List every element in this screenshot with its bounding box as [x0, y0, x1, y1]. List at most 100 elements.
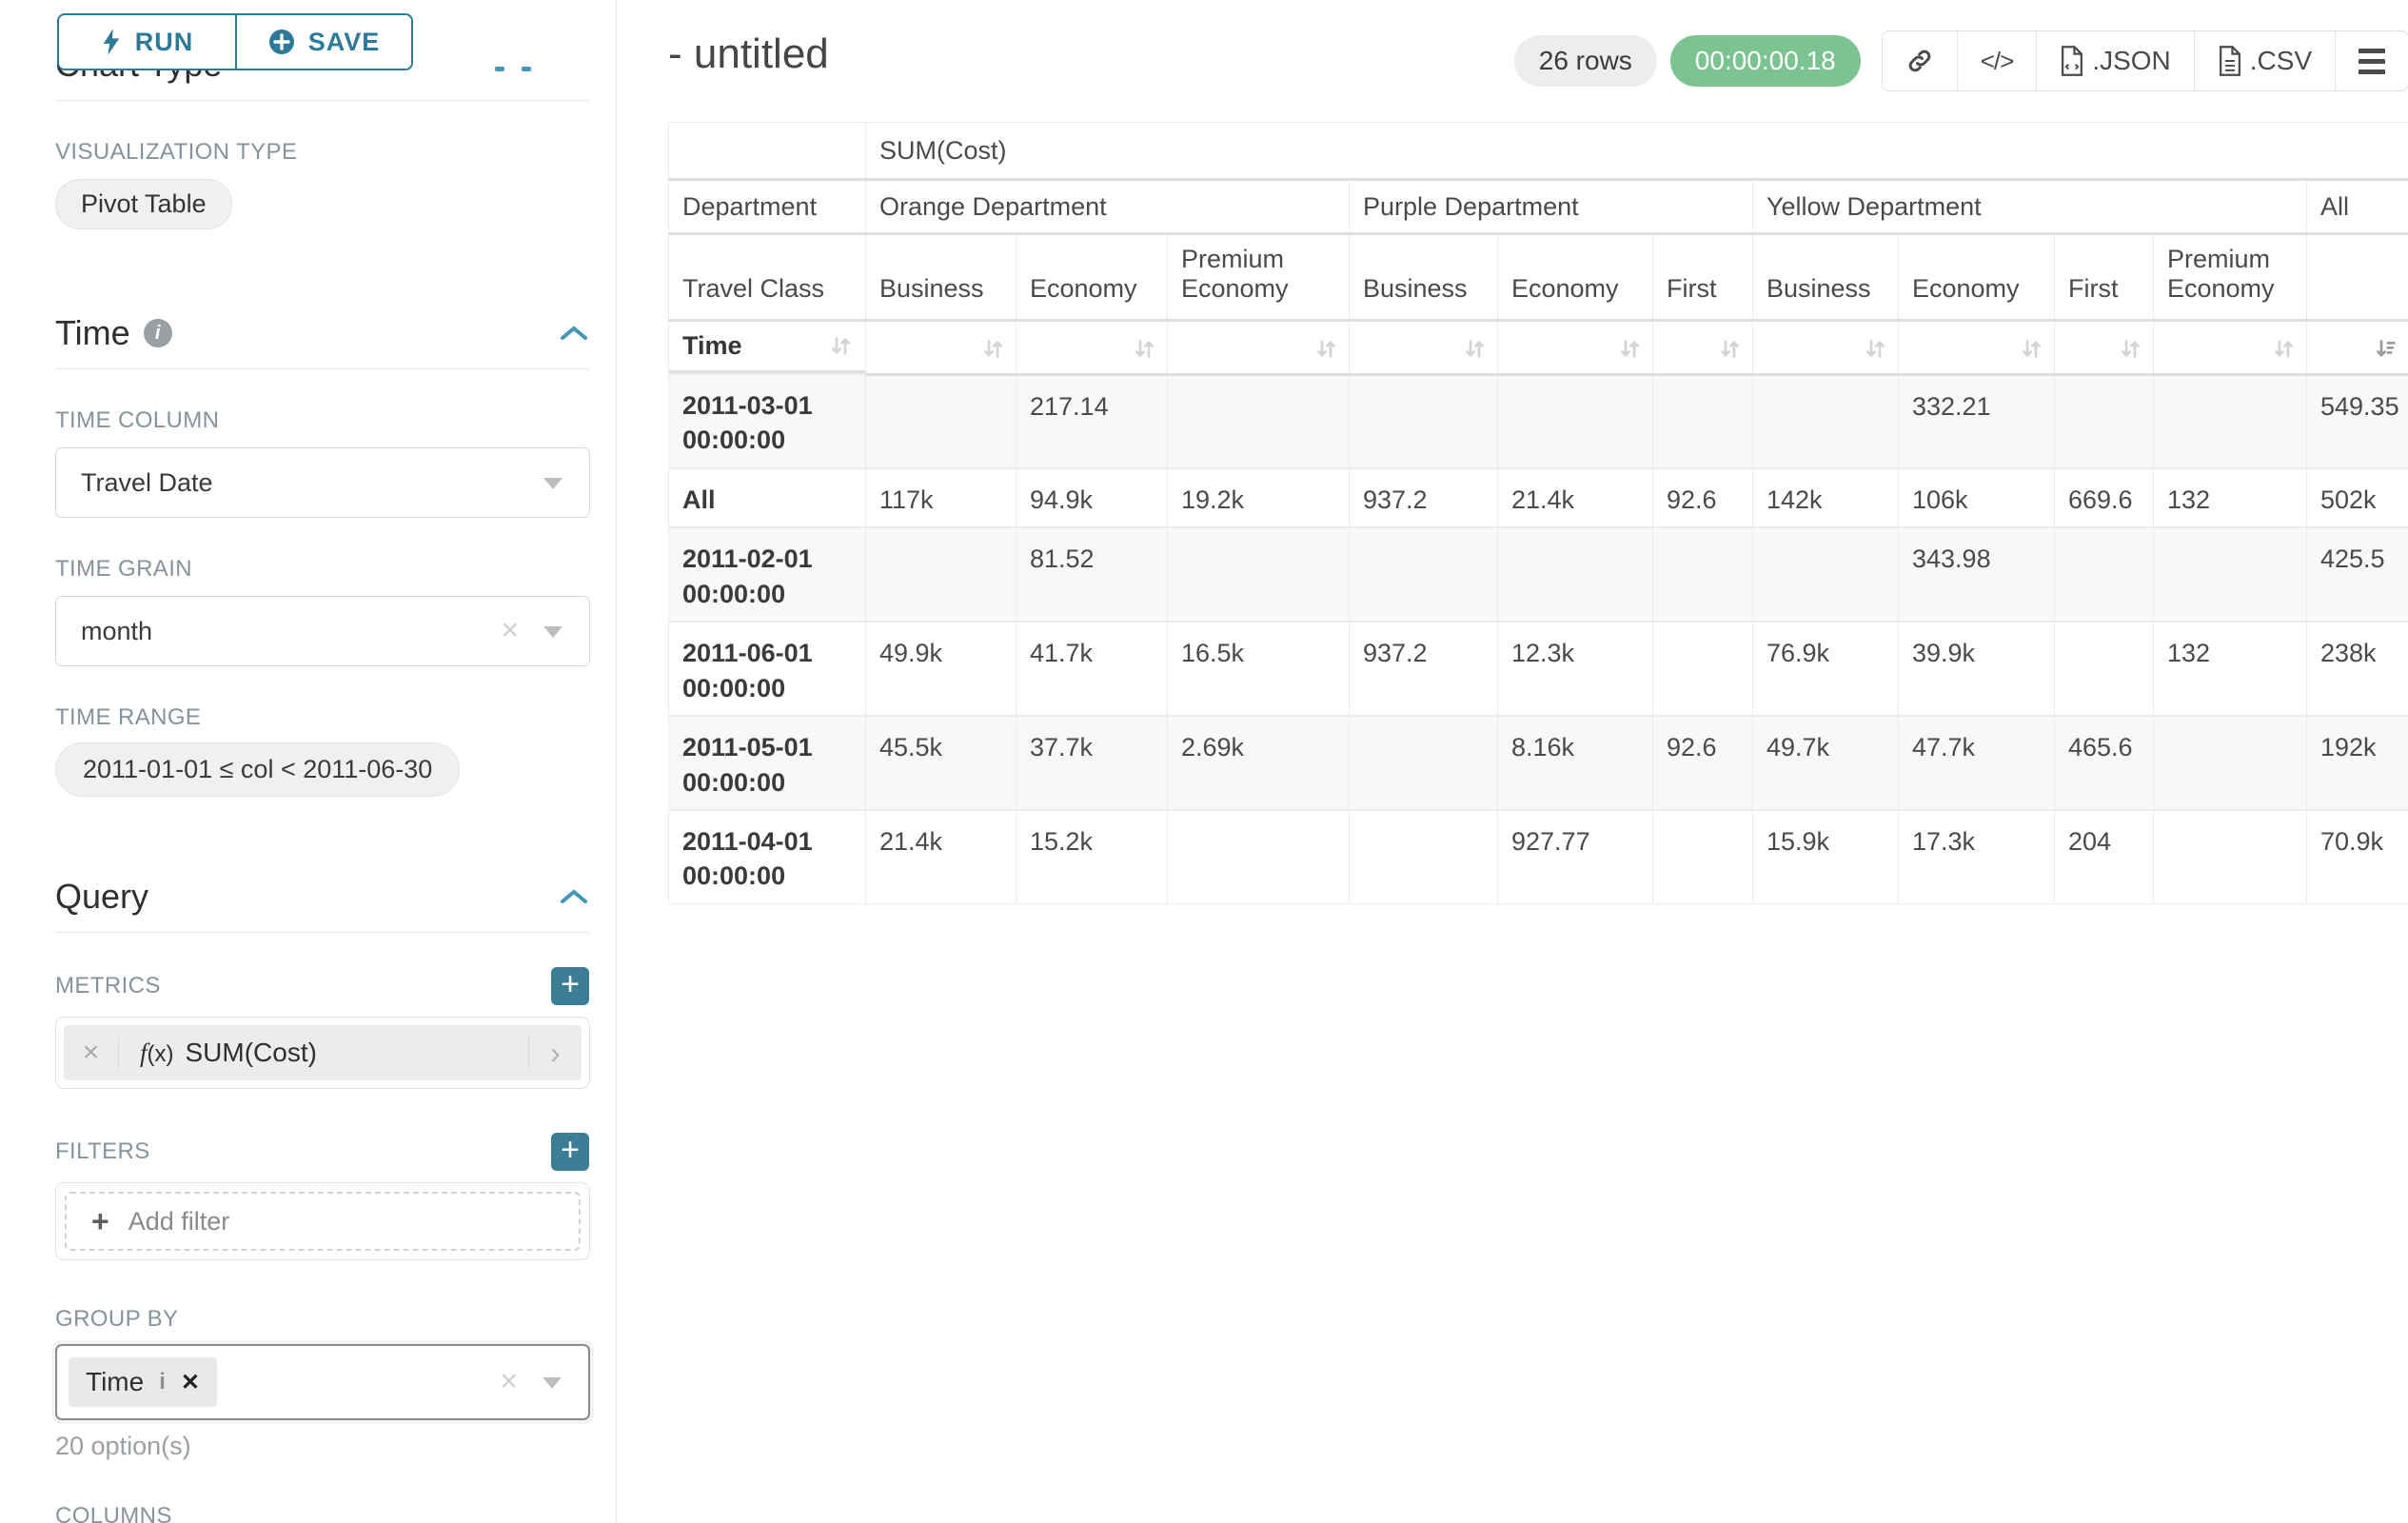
department-group-header: All	[2305, 179, 2408, 235]
remove-chip-icon[interactable]: ✕	[180, 1369, 200, 1395]
pivot-value-cell: 21.4k	[1497, 466, 1653, 528]
sort-icon[interactable]	[1313, 336, 1339, 362]
chart-header-actions: 26 rows 00:00:00.18 </> .JSON .	[1513, 30, 2408, 91]
time-sort-header[interactable]: Time	[669, 322, 865, 373]
sort-icon[interactable]	[2118, 336, 2143, 362]
metric-chip-label: SUM(Cost)	[185, 1038, 317, 1067]
pivot-value-cell: 45.5k	[865, 715, 1016, 810]
export-json-button[interactable]: .JSON	[2036, 31, 2194, 90]
column-sort-header[interactable]	[2153, 320, 2307, 376]
query-section-header[interactable]: Query	[55, 877, 589, 917]
pivot-value-cell: 70.9k	[2305, 808, 2408, 904]
sort-icon[interactable]	[1617, 336, 1643, 362]
column-sort-header[interactable]	[1497, 320, 1653, 376]
column-sort-header[interactable]	[1898, 320, 2055, 376]
column-sort-header[interactable]	[2305, 320, 2408, 376]
sort-icon[interactable]	[828, 333, 854, 359]
time-range-pill[interactable]: 2011-01-01 ≤ col < 2011-06-30	[55, 742, 461, 797]
column-sort-header[interactable]	[1652, 320, 1753, 376]
column-sort-header[interactable]	[1167, 320, 1350, 376]
time-grain-value: month	[81, 616, 153, 645]
sort-icon[interactable]	[2271, 336, 2297, 362]
group-by-chip[interactable]: Time i ✕	[69, 1357, 217, 1407]
run-save-button-group: RUN SAVE	[57, 13, 413, 70]
sort-descending-icon[interactable]	[2373, 336, 2398, 362]
view-query-button[interactable]: </>	[1956, 31, 2037, 90]
info-icon: i	[143, 319, 172, 347]
chevron-right-icon[interactable]: ›	[528, 1035, 582, 1071]
pivot-value-cell	[1652, 373, 1753, 468]
column-sort-header[interactable]	[865, 320, 1016, 376]
run-button[interactable]: RUN	[59, 15, 235, 69]
travel-class-header: Premium Economy	[2153, 233, 2307, 322]
column-sort-header[interactable]	[1752, 320, 1899, 376]
pivot-value-cell: 49.7k	[1752, 715, 1899, 810]
column-sort-header[interactable]	[1349, 320, 1498, 376]
travel-class-header: Economy	[1016, 233, 1168, 322]
save-button[interactable]: SAVE	[235, 15, 411, 69]
time-column-label: TIME COLUMN	[55, 407, 220, 433]
add-filter-plus-button[interactable]: +	[551, 1133, 589, 1171]
chart-title[interactable]: - untitled	[668, 30, 829, 77]
share-link-button[interactable]	[1882, 31, 1957, 90]
time-column-select[interactable]: Travel Date	[55, 447, 590, 518]
chevron-up-icon[interactable]	[559, 324, 589, 343]
travel-class-header	[2305, 233, 2408, 322]
pivot-value-cell	[1652, 808, 1753, 904]
pivot-value-cell	[1167, 373, 1350, 468]
sort-icon[interactable]	[1863, 336, 1888, 362]
remove-metric-icon[interactable]: ×	[64, 1037, 119, 1069]
sort-icon[interactable]	[2019, 336, 2044, 362]
sort-icon[interactable]	[1717, 336, 1743, 362]
add-filter-button[interactable]: + Add filter	[65, 1192, 581, 1251]
export-csv-button[interactable]: .CSV	[2193, 31, 2336, 90]
column-sort-header[interactable]	[2054, 320, 2154, 376]
plus-circle-icon	[268, 30, 294, 54]
csv-button-label: .CSV	[2249, 46, 2313, 75]
time-range-label: TIME RANGE	[55, 704, 202, 730]
pivot-value-cell	[865, 526, 1016, 623]
caret-down-icon	[543, 478, 563, 489]
column-sort-header[interactable]	[1016, 320, 1168, 376]
csv-file-icon	[2219, 46, 2240, 76]
pivot-value-cell: 81.52	[1016, 526, 1168, 623]
time-row-label: All	[668, 466, 866, 528]
pivot-value-cell: 192k	[2305, 715, 2408, 810]
group-by-label: GROUP BY	[55, 1306, 179, 1332]
pivot-value-cell	[1167, 526, 1350, 623]
time-row-label: 2011-06-01 00:00:00	[668, 621, 866, 717]
visualization-type-pill[interactable]: Pivot Table	[55, 179, 232, 229]
pivot-value-cell: 2.69k	[1167, 715, 1350, 810]
pivot-value-cell	[1752, 526, 1899, 623]
pivot-value-cell: 937.2	[1349, 621, 1498, 717]
export-toolbar: </> .JSON .CSV	[1881, 30, 2408, 91]
clear-icon[interactable]: ×	[501, 612, 519, 647]
sort-icon[interactable]	[1462, 336, 1488, 362]
pivot-value-cell: 465.6	[2054, 715, 2154, 810]
filters-label: FILTERS	[55, 1138, 150, 1164]
time-grain-select[interactable]: month ×	[55, 596, 590, 666]
pivot-value-cell	[1349, 808, 1498, 904]
menu-button[interactable]	[2335, 31, 2408, 90]
control-panel-sidebar: RUN SAVE Chart Type VISUALIZATION TYPE P…	[0, 0, 617, 1523]
time-row-label: 2011-03-01 00:00:00	[668, 373, 866, 468]
section-divider	[55, 368, 589, 369]
travel-class-header: First	[2054, 233, 2154, 322]
pivot-value-cell: 15.9k	[1752, 808, 1899, 904]
clear-icon[interactable]: ×	[500, 1363, 518, 1398]
chevron-up-icon[interactable]	[559, 887, 589, 906]
pivot-value-cell: 21.4k	[865, 808, 1016, 904]
metric-chip[interactable]: × f(x) SUM(Cost) ›	[64, 1025, 582, 1080]
sort-icon[interactable]	[980, 336, 1006, 362]
group-by-select[interactable]: Time i ✕ ×	[55, 1344, 590, 1420]
add-metric-button[interactable]: +	[551, 967, 589, 1005]
save-button-label: SAVE	[307, 27, 381, 56]
time-section-title: Time	[55, 313, 130, 352]
pivot-value-cell	[2054, 373, 2154, 468]
time-section-header[interactable]: Time i	[55, 313, 589, 353]
query-section-title: Query	[55, 877, 149, 916]
row-count-badge: 26 rows	[1513, 35, 1657, 87]
sort-icon[interactable]	[1132, 336, 1157, 362]
pivot-value-cell: 937.2	[1349, 466, 1498, 528]
